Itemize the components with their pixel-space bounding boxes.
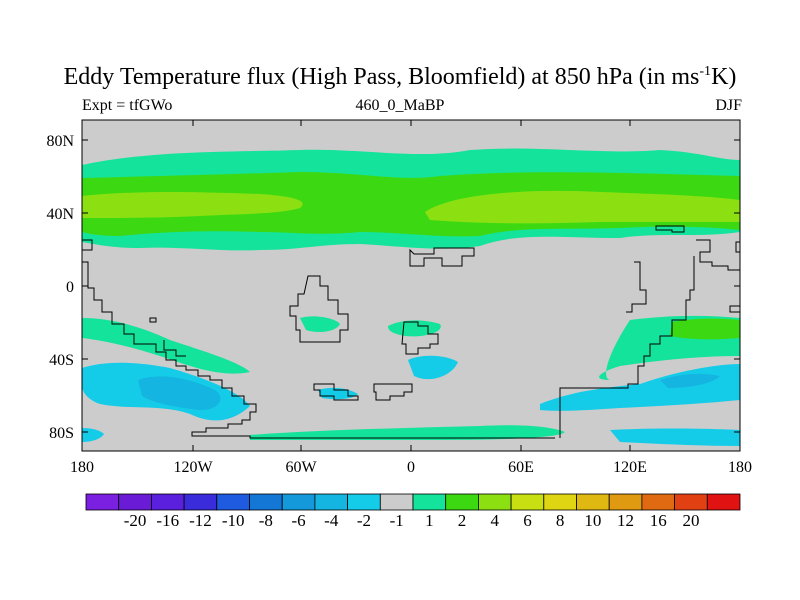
- sh-positive-central: [300, 316, 340, 332]
- lat-label-0: 0: [66, 279, 74, 296]
- lon-label-120e: 120E: [613, 459, 647, 476]
- lon-label-180e: 180: [728, 459, 752, 476]
- longitude-labels: 180 120W 60W 0 60E 120E 180: [70, 459, 752, 476]
- lon-label-60e: 60E: [508, 459, 534, 476]
- colorbar-swatch-16: [608, 493, 643, 511]
- nh-band-core-east: [425, 190, 740, 224]
- colorbar-label-6: -4: [324, 511, 339, 530]
- colorbar-label-14: 10: [584, 511, 601, 530]
- coastline-indian-subcontinent: [401, 321, 439, 355]
- colorbar-swatch-6: [281, 493, 316, 511]
- sh-positive-east-core: [670, 318, 740, 340]
- sh-negative-south-pole-edge: [610, 428, 740, 446]
- colorbar-swatch-14: [543, 493, 577, 511]
- axis-ticks: [82, 120, 740, 451]
- coastline-africa: [289, 275, 349, 343]
- colorbar-swatch-0: [85, 493, 120, 511]
- colorbar-label-2: -12: [189, 511, 212, 530]
- colorbar-swatch-9: [379, 493, 414, 511]
- sh-negative-southern-ocean-core: [660, 373, 720, 388]
- lat-label-80n: 80N: [46, 133, 74, 150]
- lon-label-180w: 180: [70, 459, 94, 476]
- coastline-middle-east: [409, 247, 475, 267]
- sh-negative-pacific-core: [138, 376, 221, 410]
- lat-label-80s: 80S: [49, 425, 74, 442]
- colorbar-label-16: 16: [650, 511, 667, 530]
- colorbar-swatch-11: [445, 493, 479, 511]
- nh-band-core-west: [82, 192, 303, 218]
- colorbar-label-12: 6: [523, 511, 532, 530]
- season-label: DJF: [715, 97, 742, 114]
- colorbar-label-17: 20: [682, 511, 699, 530]
- run-id-label: 460_0_MaBP: [355, 97, 445, 114]
- colorbar-swatch-8: [347, 493, 381, 511]
- coastline-australia: [559, 256, 740, 438]
- coastline-north-america: [82, 239, 555, 439]
- colorbar-label-15: 12: [617, 511, 634, 530]
- colorbar-label-11: 4: [491, 511, 500, 530]
- lat-label-40s: 40S: [49, 352, 74, 369]
- colorbar-swatch-12: [477, 493, 512, 511]
- colorbar-label-7: -2: [357, 511, 371, 530]
- latitude-labels: 80N 40N 0 40S 80S: [46, 133, 74, 442]
- coastline-southeast-asia: [626, 239, 740, 313]
- colorbar-swatch-15: [576, 493, 610, 511]
- lat-label-40n: 40N: [46, 206, 74, 223]
- colorbar-label-9: 1: [425, 511, 434, 530]
- colorbar-swatch-19: [706, 493, 741, 511]
- lon-label-60w: 60W: [285, 459, 317, 476]
- colorbar-swatch-2: [150, 493, 185, 511]
- coastline-south-atlantic-islands: [313, 383, 359, 401]
- colorbar-swatch-5: [249, 493, 283, 511]
- colorbar-label-13: 8: [556, 511, 565, 530]
- map-plot-area: [82, 120, 740, 451]
- colorbar-swatch-3: [183, 493, 218, 511]
- colorbar-label-8: -1: [390, 511, 404, 530]
- coastline-southern-africa: [373, 383, 413, 401]
- colorbar-label-10: 2: [458, 511, 467, 530]
- colorbar-label-1: -16: [156, 511, 179, 530]
- lon-label-120w: 120W: [173, 459, 213, 476]
- sh-positive-antarctic-margin: [250, 425, 565, 440]
- colorbar-swatch-17: [641, 493, 676, 511]
- colorbar-label-5: -6: [291, 511, 305, 530]
- coastline-south-america: [149, 317, 186, 357]
- colorbar-label-3: -10: [222, 511, 245, 530]
- colorbar-swatch-13: [510, 493, 545, 511]
- colorbar-swatch-18: [674, 493, 708, 511]
- experiment-label: Expt = tfGWo: [82, 97, 173, 114]
- coastline-japan: [655, 225, 685, 233]
- colorbar-swatch-10: [412, 493, 447, 511]
- colorbar-label-4: -8: [259, 511, 273, 530]
- colorbar-swatch-4: [216, 493, 250, 511]
- coastlines: [82, 225, 740, 439]
- lon-label-0: 0: [407, 459, 415, 476]
- sh-negative-indian: [408, 355, 458, 380]
- colorbar-label-0: -20: [124, 511, 147, 530]
- colorbar: -20 -16 -12 -10 -8 -6 -4 -2 -1 1 2 4 6 8 10 12 16 20: [85, 493, 741, 530]
- colorbar-swatch-1: [118, 493, 152, 511]
- colorbar-swatch-7: [314, 493, 348, 511]
- map-title: Eddy Temperature flux (High Pass, Bloomf…: [63, 64, 737, 90]
